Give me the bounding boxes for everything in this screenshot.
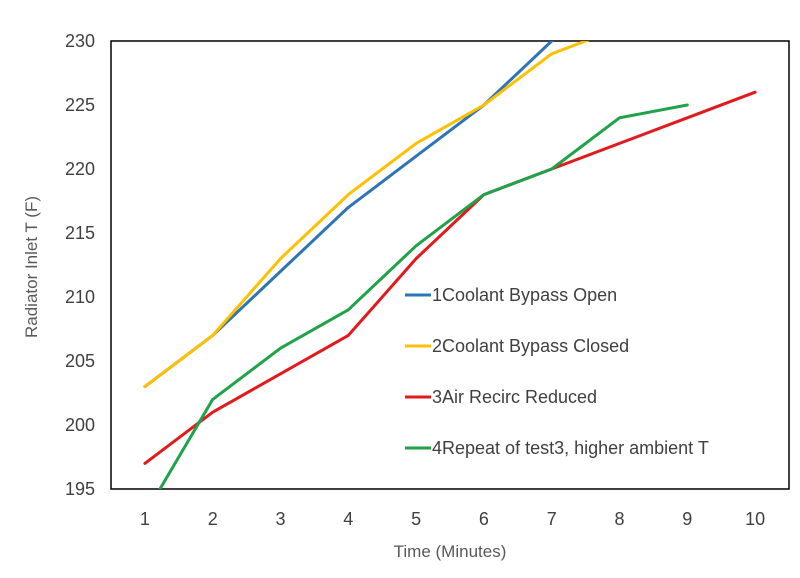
series-line-4 (158, 103, 689, 489)
x-tick-label: 1 (140, 509, 150, 529)
legend-label-2: 2Coolant Bypass Closed (432, 336, 629, 356)
y-tick-label: 205 (65, 351, 95, 371)
x-tick-label: 2 (208, 509, 218, 529)
legend-label-1: 1Coolant Bypass Open (432, 285, 617, 305)
series-line-2 (143, 41, 590, 389)
legend-label-4: 4Repeat of test3, higher ambient T (432, 438, 709, 458)
x-tick-label: 7 (547, 509, 557, 529)
y-tick-label: 200 (65, 415, 95, 435)
y-tick-label: 210 (65, 287, 95, 307)
x-tick-label: 6 (479, 509, 489, 529)
y-tick-label: 195 (65, 479, 95, 499)
x-tick-label: 3 (275, 509, 285, 529)
y-tick-label: 220 (65, 159, 95, 179)
x-tick-label: 5 (411, 509, 421, 529)
x-tick-label: 9 (682, 509, 692, 529)
plot-area-frame (110, 40, 790, 490)
x-tick-label: 4 (343, 509, 353, 529)
x-axis-title: Time (Minutes) (394, 542, 507, 561)
series-line-3 (143, 90, 757, 465)
y-tick-label: 225 (65, 95, 95, 115)
legend-label-3: 3Air Recirc Reduced (432, 387, 597, 407)
y-tick-label: 215 (65, 223, 95, 243)
y-axis-title: Radiator Inlet T (F) (22, 196, 41, 338)
y-tick-label: 230 (65, 31, 95, 51)
x-tick-label: 8 (614, 509, 624, 529)
x-tick-label: 10 (745, 509, 765, 529)
